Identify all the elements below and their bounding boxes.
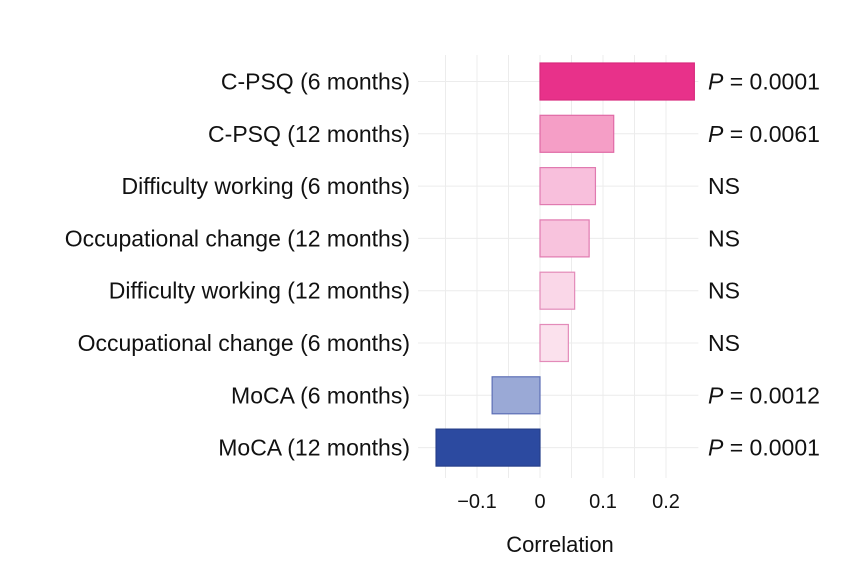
p-value-label: NS (708, 330, 740, 356)
category-label: Occupational change (12 months) (65, 225, 410, 251)
bar (539, 271, 576, 310)
bars (435, 62, 695, 467)
x-tick-labels: −0.1 0 0.1 0.2 (457, 491, 680, 513)
bar (491, 376, 541, 415)
p-value-label: NS (708, 225, 740, 251)
bar (539, 167, 597, 206)
category-label: Difficulty working (6 months) (122, 173, 410, 199)
bar (435, 428, 541, 467)
x-tick-label: 0.2 (652, 491, 680, 513)
bar (539, 62, 695, 101)
p-value-label: NS (708, 278, 740, 304)
p-value-label: NS (708, 173, 740, 199)
bar (539, 114, 615, 153)
category-label: Difficulty working (12 months) (109, 278, 410, 304)
p-value-label: P = 0.0001 (708, 435, 820, 461)
category-label: MoCA (6 months) (231, 382, 410, 408)
p-value-label: P = 0.0001 (708, 69, 820, 95)
p-value-label: P = 0.0012 (708, 382, 820, 408)
x-tick-label: 0 (534, 491, 545, 513)
bar (539, 219, 590, 258)
category-label: MoCA (12 months) (218, 435, 410, 461)
p-value-annotations: P = 0.0001 P = 0.0061 NS NS NS NS P = 0.0012 P … (708, 69, 820, 461)
category-label: C-PSQ (6 months) (221, 69, 410, 95)
p-value-label: P = 0.0061 (708, 121, 820, 147)
category-labels: C-PSQ (6 months) C-PSQ (12 months) Difficu… (65, 69, 410, 461)
x-axis-title: Correlation (506, 532, 614, 557)
category-label: C-PSQ (12 months) (208, 121, 410, 147)
x-tick-label: 0.1 (589, 491, 617, 513)
x-tick-label: −0.1 (457, 491, 496, 513)
category-label: Occupational change (6 months) (78, 330, 410, 356)
bar (539, 323, 569, 363)
